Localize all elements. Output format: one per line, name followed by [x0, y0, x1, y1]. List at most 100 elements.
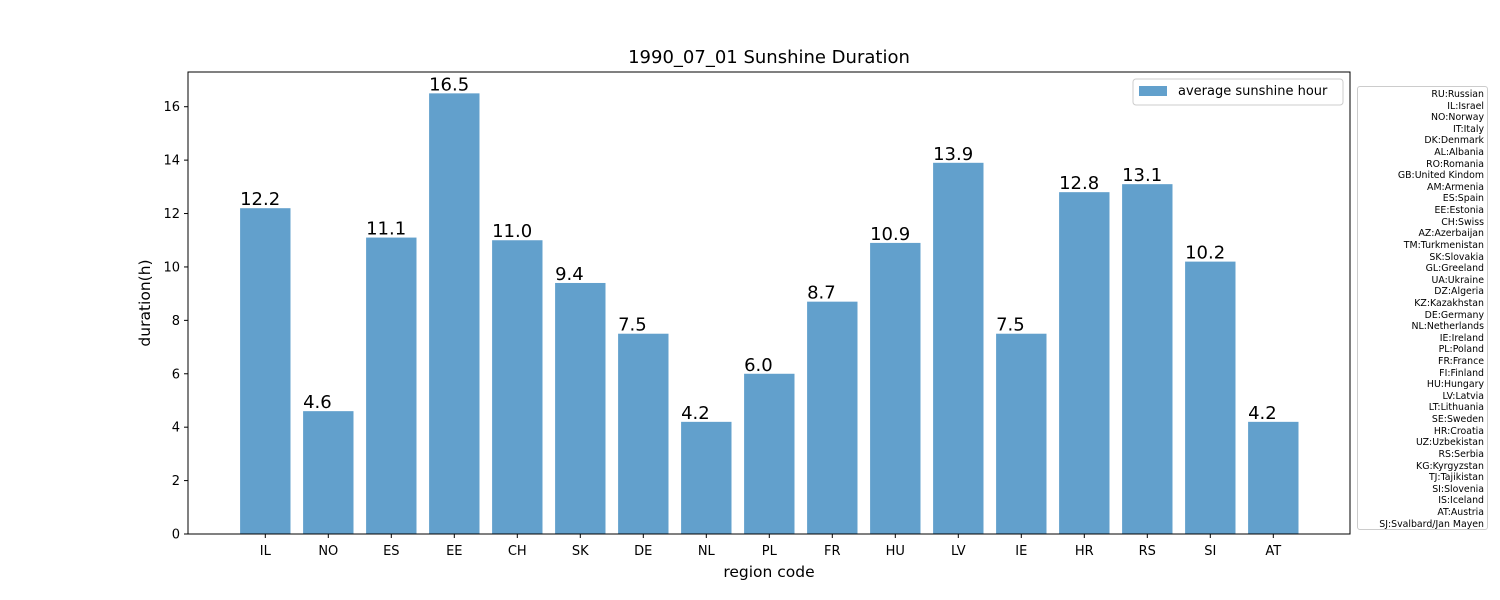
- y-tick-label: 14: [163, 154, 180, 169]
- bar-at: [1248, 421, 1299, 534]
- region-code-entry: UZ:Uzbekistan: [1415, 437, 1484, 449]
- x-tick-label: IL: [260, 544, 272, 559]
- x-tick-label: HU: [886, 544, 905, 559]
- bar-value-label: 10.2: [1185, 243, 1225, 264]
- bar-sk: [555, 282, 606, 534]
- y-tick-label: 0: [172, 528, 180, 543]
- bar-pl: [744, 373, 795, 534]
- y-tick-label: 12: [163, 207, 180, 222]
- x-tick-label: NL: [698, 544, 716, 559]
- region-code-entry: HR:Croatia: [1433, 425, 1484, 437]
- region-code-entry: AZ:Azerbaijan: [1418, 228, 1484, 240]
- axes-layer: IL NO ES EE CH SK DE NL PL FR HU LV IE HR RS SI AT 0 2 4 6 8 1…: [163, 71, 1351, 559]
- region-code-legend: RU:Russian IL:Israel NO:Norway IT:Italy DK:D…: [1357, 86, 1488, 530]
- x-tick-label: NO: [318, 544, 338, 559]
- plot-frame: [187, 71, 1351, 535]
- region-code-entry: LT:Lithuania: [1428, 402, 1484, 414]
- region-code-entry: SJ:Svalbard/Jan Mayen: [1379, 518, 1484, 530]
- x-tick-label: EE: [446, 544, 462, 559]
- bar-rs: [1122, 184, 1173, 534]
- bar-value-label: 8.7: [807, 283, 836, 304]
- region-code-entry: HU:Hungary: [1426, 379, 1484, 391]
- bar-value-label: 7.5: [996, 315, 1025, 336]
- bar-nl: [681, 421, 732, 534]
- region-code-entry: TM:Turkmenistan: [1403, 239, 1484, 251]
- region-code-entry: IS:Iceland: [1438, 495, 1484, 507]
- bar-si: [1185, 261, 1236, 534]
- bar-value-label: 16.5: [429, 74, 469, 95]
- x-tick-label: LV: [951, 544, 966, 559]
- series-legend-swatch: [1139, 86, 1167, 96]
- region-code-entry: KZ:Kazakhstan: [1414, 297, 1484, 309]
- region-code-entry: RO:Romania: [1426, 158, 1484, 170]
- region-code-entry: DK:Denmark: [1424, 135, 1484, 147]
- x-tick-label: DE: [634, 544, 652, 559]
- region-code-entry: SI:Slovenia: [1432, 483, 1484, 495]
- region-code-entry: FI:Finland: [1439, 367, 1484, 379]
- region-code-entry: EE:Estonia: [1434, 205, 1484, 217]
- y-tick-label: 10: [163, 260, 180, 275]
- y-tick-label: 6: [172, 367, 180, 382]
- bar-no: [303, 411, 354, 534]
- bar-value-label: 10.9: [870, 224, 910, 245]
- x-tick-label: ES: [383, 544, 399, 559]
- region-code-entry: NL:Netherlands: [1411, 321, 1484, 333]
- bar-value-label: 4.6: [303, 392, 332, 413]
- bar-de: [618, 333, 669, 534]
- region-code-entry: RU:Russian: [1431, 89, 1484, 100]
- bar-value-label: 6.0: [744, 355, 773, 376]
- region-code-entry: DE:Germany: [1424, 309, 1484, 321]
- x-tick-label: SK: [572, 544, 589, 559]
- bar-value-label: 13.9: [933, 144, 973, 165]
- region-code-entry: FR:France: [1438, 356, 1484, 368]
- series-legend-label: average sunshine hour: [1178, 84, 1328, 99]
- region-code-entry: CH:Swiss: [1441, 216, 1484, 228]
- region-code-entry: TJ:Tajikistan: [1428, 472, 1484, 484]
- y-tick-label: 8: [172, 314, 180, 329]
- region-code-entry: LV:Latvia: [1442, 390, 1484, 402]
- region-code-entry: IE:Ireland: [1439, 332, 1484, 344]
- x-tick-label: IE: [1015, 544, 1027, 559]
- bar-value-label: 4.2: [681, 403, 710, 424]
- region-code-entry: IT:Italy: [1453, 123, 1484, 135]
- chart-title: 1990_07_01 Sunshine Duration: [628, 47, 910, 68]
- bar-value-label: 7.5: [618, 315, 647, 336]
- y-tick-label: 4: [172, 421, 180, 436]
- bar-value-label: 12.2: [240, 189, 280, 210]
- bar-hu: [870, 242, 921, 534]
- series-legend-frame: [1132, 78, 1344, 106]
- region-code-entry: RS:Serbia: [1438, 448, 1485, 460]
- x-tick-label: HR: [1075, 544, 1094, 559]
- region-code-entry: SK:Slovakia: [1429, 251, 1484, 263]
- bar-fr: [807, 301, 858, 534]
- bar-value-label: 12.8: [1059, 173, 1099, 194]
- bar-value-label: 11.1: [366, 219, 406, 240]
- y-tick-label: 2: [172, 474, 180, 489]
- region-code-entry: AM:Armenia: [1427, 181, 1484, 193]
- bar-es: [366, 237, 417, 534]
- region-code-entry: GB:United Kindom: [1397, 170, 1484, 182]
- x-tick-label: PL: [762, 544, 778, 559]
- region-code-entry: AT:Austria: [1437, 506, 1484, 518]
- y-axis-label: duration(h): [136, 259, 154, 346]
- bar-value-label: 4.2: [1248, 403, 1277, 424]
- region-code-entry: SE:Sweden: [1431, 414, 1484, 426]
- y-tick-label: 16: [163, 100, 180, 115]
- bars-layer: 12.2 4.6 11.1 16.5 11.0 9.4 7.5 4.2 6.0 8.7 10.9 13…: [240, 74, 1299, 535]
- bar-ee: [429, 93, 480, 535]
- bar-il: [240, 208, 291, 534]
- region-code-entry: UA:Ukraine: [1431, 274, 1484, 286]
- bar-ch: [492, 240, 543, 535]
- x-tick-label: AT: [1265, 544, 1281, 559]
- region-code-entry: KG:Kyrgyzstan: [1416, 460, 1484, 472]
- region-code-entry: PL:Poland: [1438, 344, 1484, 356]
- bar-lv: [933, 162, 984, 535]
- bar-value-label: 9.4: [555, 264, 584, 285]
- series-legend: average sunshine hour: [1132, 78, 1344, 106]
- x-axis-label: region code: [723, 563, 814, 581]
- bar-value-label: 13.1: [1122, 165, 1162, 186]
- x-tick-label: SI: [1204, 544, 1216, 559]
- region-code-entry: NO:Norway: [1431, 112, 1484, 124]
- region-code-entry: ES:Spain: [1442, 193, 1484, 205]
